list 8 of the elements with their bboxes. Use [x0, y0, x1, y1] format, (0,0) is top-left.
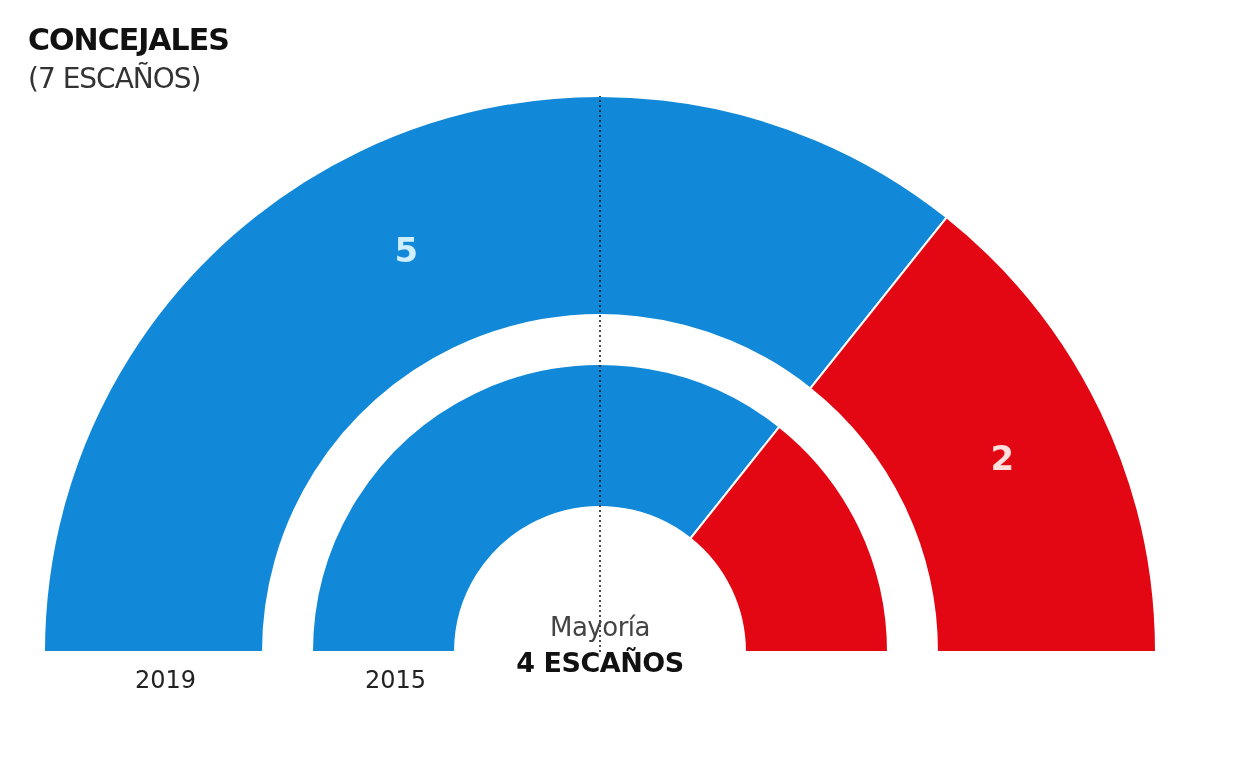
slice-label: 2015 [364, 666, 427, 694]
chart-subtitle: (7 ESCAÑOS) [28, 62, 201, 95]
slice-label: 2019 [134, 666, 197, 694]
text: 4 ESCAÑOS [516, 647, 684, 678]
chart-title: CONCEJALES [28, 22, 229, 57]
data-label: 5 [394, 229, 419, 270]
text: Mayoría [549, 612, 651, 642]
data-label: 2 [990, 438, 1015, 479]
